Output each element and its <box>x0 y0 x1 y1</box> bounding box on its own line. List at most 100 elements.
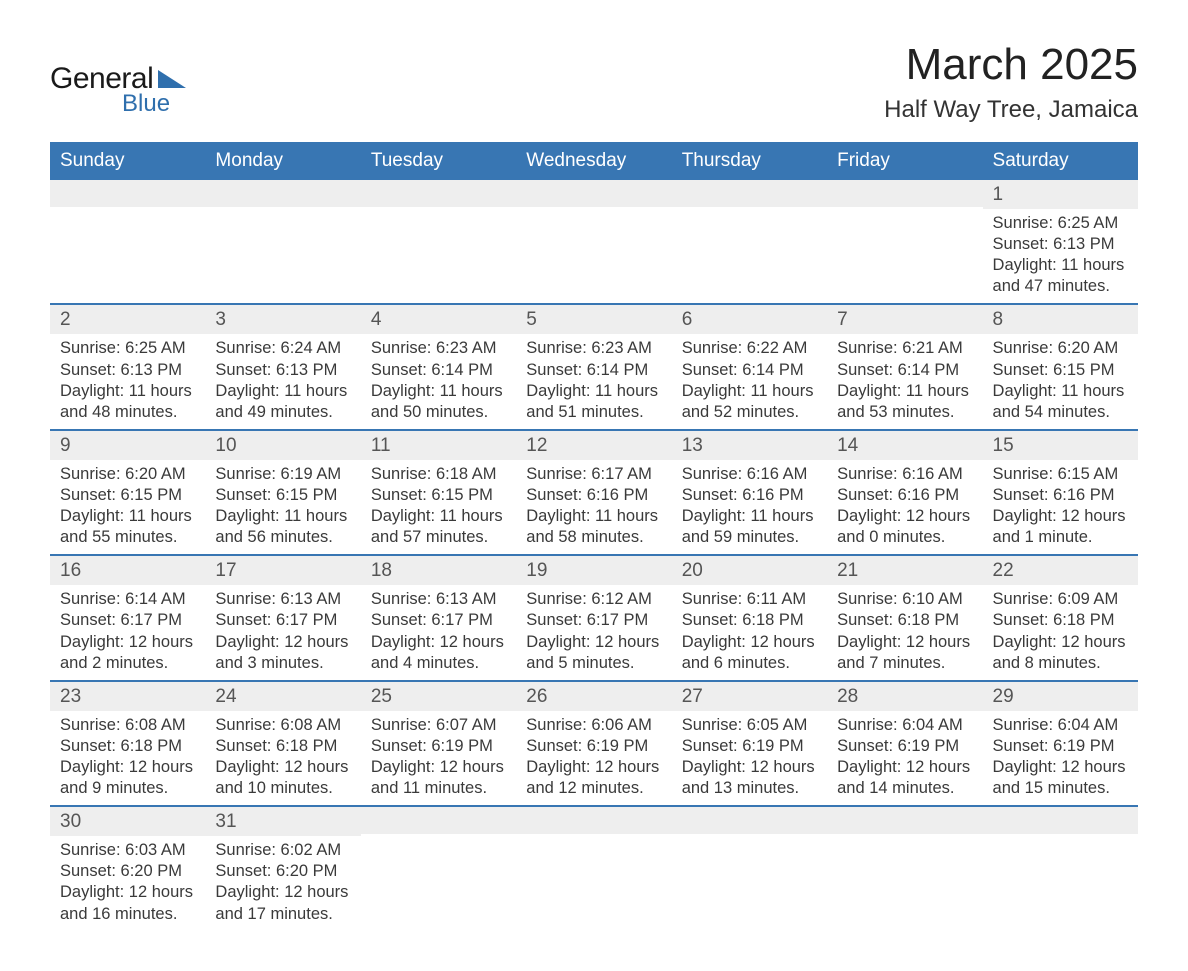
day-body: Sunrise: 6:05 AMSunset: 6:19 PMDaylight:… <box>672 711 827 805</box>
day-daylight2: and 17 minutes. <box>215 904 350 925</box>
day-body: Sunrise: 6:22 AMSunset: 6:14 PMDaylight:… <box>672 334 827 428</box>
day-daylight2: and 53 minutes. <box>837 402 972 423</box>
day-number <box>672 807 827 834</box>
day-body: Sunrise: 6:20 AMSunset: 6:15 PMDaylight:… <box>983 334 1138 428</box>
day-cell <box>672 180 827 303</box>
day-number: 4 <box>361 305 516 334</box>
day-sunset: Sunset: 6:19 PM <box>682 736 817 757</box>
weekday-header: Wednesday <box>516 142 671 180</box>
day-cell: 17Sunrise: 6:13 AMSunset: 6:17 PMDayligh… <box>205 556 360 679</box>
day-sunset: Sunset: 6:16 PM <box>526 485 661 506</box>
day-number <box>516 807 671 834</box>
day-number: 18 <box>361 556 516 585</box>
day-body: Sunrise: 6:21 AMSunset: 6:14 PMDaylight:… <box>827 334 982 428</box>
day-body: Sunrise: 6:23 AMSunset: 6:14 PMDaylight:… <box>361 334 516 428</box>
day-number <box>827 807 982 834</box>
day-body: Sunrise: 6:25 AMSunset: 6:13 PMDaylight:… <box>50 334 205 428</box>
day-cell <box>205 180 360 303</box>
day-sunrise: Sunrise: 6:20 AM <box>60 464 195 485</box>
day-sunrise: Sunrise: 6:24 AM <box>215 338 350 359</box>
day-cell <box>361 807 516 930</box>
day-body: Sunrise: 6:09 AMSunset: 6:18 PMDaylight:… <box>983 585 1138 679</box>
day-body: Sunrise: 6:20 AMSunset: 6:15 PMDaylight:… <box>50 460 205 554</box>
day-sunset: Sunset: 6:13 PM <box>215 360 350 381</box>
weekday-header: Thursday <box>672 142 827 180</box>
day-body <box>516 207 671 277</box>
day-body: Sunrise: 6:07 AMSunset: 6:19 PMDaylight:… <box>361 711 516 805</box>
day-daylight2: and 14 minutes. <box>837 778 972 799</box>
day-sunrise: Sunrise: 6:04 AM <box>837 715 972 736</box>
day-cell: 19Sunrise: 6:12 AMSunset: 6:17 PMDayligh… <box>516 556 671 679</box>
day-cell: 23Sunrise: 6:08 AMSunset: 6:18 PMDayligh… <box>50 682 205 805</box>
day-sunrise: Sunrise: 6:18 AM <box>371 464 506 485</box>
day-daylight1: Daylight: 11 hours <box>682 381 817 402</box>
week-row: 2Sunrise: 6:25 AMSunset: 6:13 PMDaylight… <box>50 305 1138 430</box>
day-body: Sunrise: 6:25 AMSunset: 6:13 PMDaylight:… <box>983 209 1138 303</box>
day-sunrise: Sunrise: 6:22 AM <box>682 338 817 359</box>
day-body: Sunrise: 6:12 AMSunset: 6:17 PMDaylight:… <box>516 585 671 679</box>
day-daylight2: and 11 minutes. <box>371 778 506 799</box>
day-body: Sunrise: 6:16 AMSunset: 6:16 PMDaylight:… <box>827 460 982 554</box>
day-daylight2: and 55 minutes. <box>60 527 195 548</box>
logo-word-2: Blue <box>122 90 170 118</box>
day-sunrise: Sunrise: 6:10 AM <box>837 589 972 610</box>
day-sunrise: Sunrise: 6:13 AM <box>371 589 506 610</box>
day-sunset: Sunset: 6:19 PM <box>371 736 506 757</box>
day-sunrise: Sunrise: 6:23 AM <box>526 338 661 359</box>
day-cell <box>672 807 827 930</box>
day-daylight1: Daylight: 12 hours <box>837 757 972 778</box>
day-daylight1: Daylight: 11 hours <box>993 381 1128 402</box>
day-number: 17 <box>205 556 360 585</box>
day-cell: 8Sunrise: 6:20 AMSunset: 6:15 PMDaylight… <box>983 305 1138 428</box>
calendar: Sunday Monday Tuesday Wednesday Thursday… <box>50 142 1138 931</box>
day-sunrise: Sunrise: 6:05 AM <box>682 715 817 736</box>
day-cell <box>361 180 516 303</box>
day-number: 26 <box>516 682 671 711</box>
day-cell: 3Sunrise: 6:24 AMSunset: 6:13 PMDaylight… <box>205 305 360 428</box>
week-row: 30Sunrise: 6:03 AMSunset: 6:20 PMDayligh… <box>50 807 1138 930</box>
day-number: 29 <box>983 682 1138 711</box>
day-body: Sunrise: 6:04 AMSunset: 6:19 PMDaylight:… <box>827 711 982 805</box>
weekday-header-row: Sunday Monday Tuesday Wednesday Thursday… <box>50 142 1138 180</box>
day-body: Sunrise: 6:18 AMSunset: 6:15 PMDaylight:… <box>361 460 516 554</box>
day-cell: 21Sunrise: 6:10 AMSunset: 6:18 PMDayligh… <box>827 556 982 679</box>
day-number: 16 <box>50 556 205 585</box>
day-sunrise: Sunrise: 6:25 AM <box>60 338 195 359</box>
day-number: 19 <box>516 556 671 585</box>
day-number: 11 <box>361 431 516 460</box>
day-body: Sunrise: 6:15 AMSunset: 6:16 PMDaylight:… <box>983 460 1138 554</box>
weeks-container: 1Sunrise: 6:25 AMSunset: 6:13 PMDaylight… <box>50 180 1138 931</box>
day-daylight2: and 7 minutes. <box>837 653 972 674</box>
day-sunset: Sunset: 6:17 PM <box>215 610 350 631</box>
day-daylight1: Daylight: 11 hours <box>526 381 661 402</box>
day-cell: 2Sunrise: 6:25 AMSunset: 6:13 PMDaylight… <box>50 305 205 428</box>
day-daylight1: Daylight: 11 hours <box>837 381 972 402</box>
day-sunrise: Sunrise: 6:06 AM <box>526 715 661 736</box>
day-cell: 10Sunrise: 6:19 AMSunset: 6:15 PMDayligh… <box>205 431 360 554</box>
day-cell: 22Sunrise: 6:09 AMSunset: 6:18 PMDayligh… <box>983 556 1138 679</box>
day-sunrise: Sunrise: 6:02 AM <box>215 840 350 861</box>
day-number: 25 <box>361 682 516 711</box>
day-sunset: Sunset: 6:15 PM <box>215 485 350 506</box>
day-number: 8 <box>983 305 1138 334</box>
weekday-header: Saturday <box>983 142 1138 180</box>
day-cell <box>516 180 671 303</box>
day-body: Sunrise: 6:04 AMSunset: 6:19 PMDaylight:… <box>983 711 1138 805</box>
day-body: Sunrise: 6:16 AMSunset: 6:16 PMDaylight:… <box>672 460 827 554</box>
day-daylight2: and 12 minutes. <box>526 778 661 799</box>
day-number <box>361 807 516 834</box>
day-daylight1: Daylight: 12 hours <box>215 757 350 778</box>
day-number: 12 <box>516 431 671 460</box>
day-sunset: Sunset: 6:17 PM <box>60 610 195 631</box>
day-sunset: Sunset: 6:17 PM <box>526 610 661 631</box>
day-body <box>672 207 827 277</box>
day-body: Sunrise: 6:08 AMSunset: 6:18 PMDaylight:… <box>50 711 205 805</box>
header: General Blue March 2025 Half Way Tree, J… <box>50 40 1138 124</box>
day-cell: 16Sunrise: 6:14 AMSunset: 6:17 PMDayligh… <box>50 556 205 679</box>
day-cell: 31Sunrise: 6:02 AMSunset: 6:20 PMDayligh… <box>205 807 360 930</box>
day-body <box>205 207 360 277</box>
day-daylight1: Daylight: 12 hours <box>215 882 350 903</box>
day-number <box>516 180 671 207</box>
day-sunrise: Sunrise: 6:17 AM <box>526 464 661 485</box>
day-daylight1: Daylight: 11 hours <box>60 506 195 527</box>
